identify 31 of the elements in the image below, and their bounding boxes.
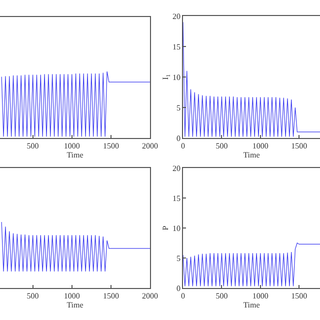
y-axis-title: P — [161, 225, 170, 230]
y-tick-label: 5 — [176, 103, 180, 112]
line-series — [183, 22, 320, 138]
y-tick-label: 10 — [172, 224, 180, 233]
x-tick-label: 2000 — [142, 292, 158, 300]
y-tick-label: 15 — [172, 42, 180, 52]
y-tick-label: 20 — [172, 12, 180, 21]
line-series — [183, 242, 320, 286]
x-axis-title: Time — [66, 150, 84, 160]
x-axis-title: Time — [243, 300, 260, 310]
y-tick-label: 10 — [172, 72, 180, 82]
x-tick-label: 1000 — [64, 292, 80, 300]
x-tick-label: 500 — [216, 292, 228, 300]
x-axis-title: Time — [243, 150, 260, 160]
y-tick-label: 15 — [172, 194, 180, 203]
x-tick-label: 1000 — [252, 142, 268, 150]
x-tick-label: 1000 — [64, 142, 80, 150]
x-tick-label: 2000 — [142, 142, 158, 150]
y-tick-label: 0 — [176, 284, 180, 293]
y-tick-label: 20 — [172, 164, 180, 173]
x-tick-label: 500 — [216, 142, 228, 150]
x-axis-title: Time — [66, 300, 84, 310]
x-tick-label: 1500 — [291, 292, 308, 300]
y-tick-label: 0 — [176, 134, 180, 143]
x-tick-label: 500 — [26, 142, 39, 150]
x-tick-label: 1000 — [252, 292, 268, 300]
y-tick-label: 5 — [176, 254, 180, 263]
x-tick-label: 1500 — [291, 142, 308, 150]
x-tick-label: 1500 — [102, 292, 119, 300]
x-tick-label: 500 — [26, 292, 39, 300]
x-tick-label: 1500 — [102, 142, 119, 150]
